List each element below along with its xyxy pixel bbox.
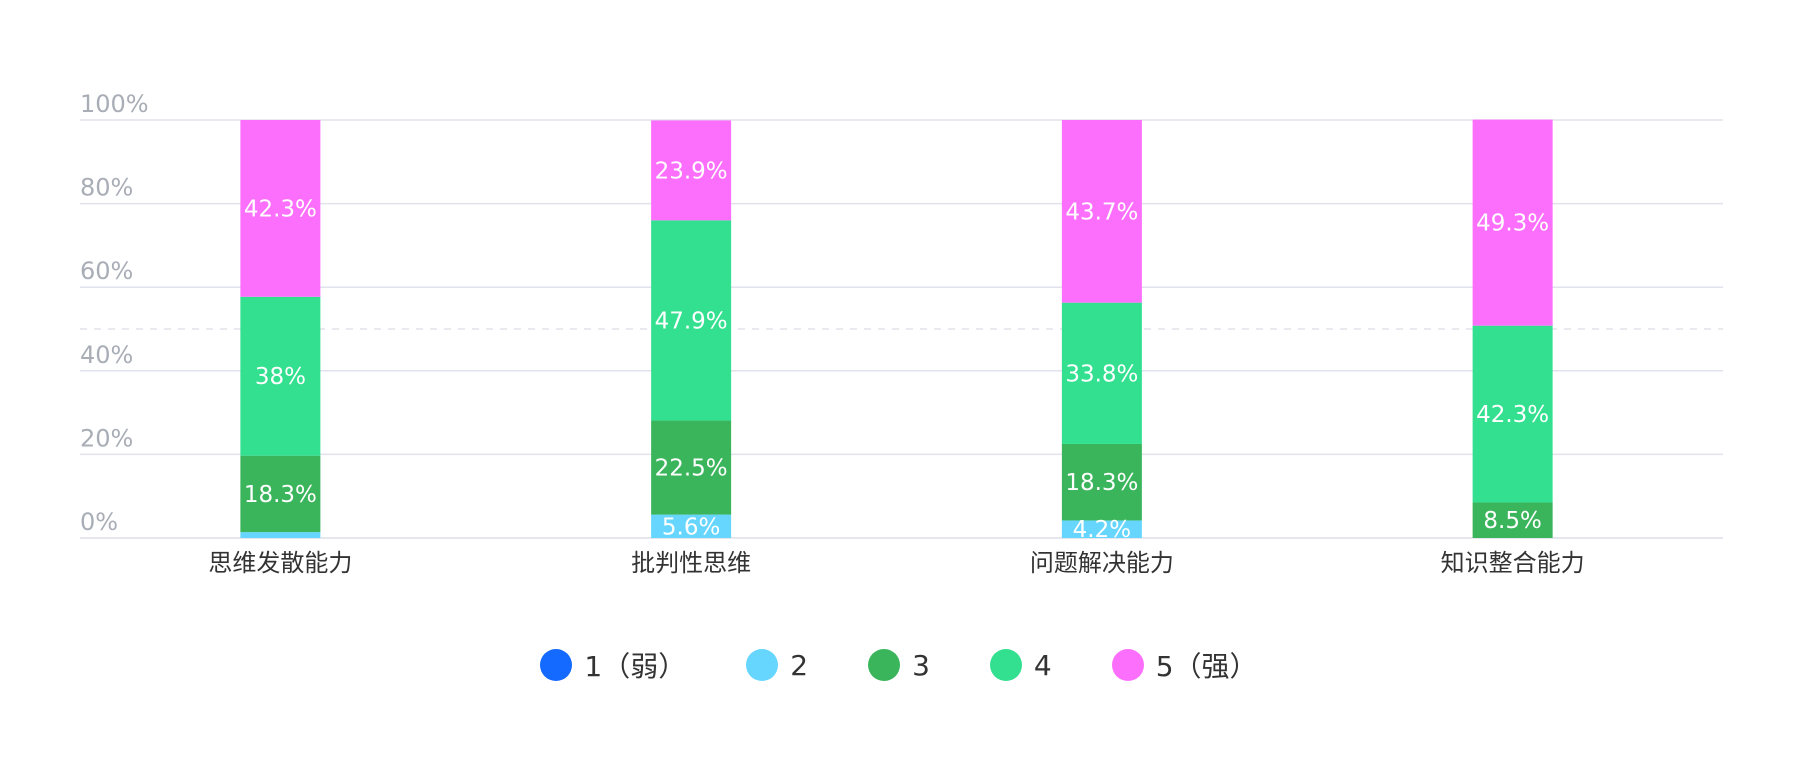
y-tick-label: 0%: [80, 508, 118, 536]
data-labels: 18.3% 38% 42.3% 5.6% 22.5% 47.9% 23.9% 4.2% 18.3…: [244, 158, 1549, 543]
bar-segment[interactable]: [651, 514, 732, 538]
bar-segment[interactable]: [240, 296, 321, 456]
legend-label: 5（强）: [1155, 650, 1258, 683]
data-label: 47.9%: [655, 308, 728, 334]
data-label: 42.3%: [244, 196, 317, 222]
legend-item[interactable]: 2: [746, 649, 808, 682]
legend-swatch: [746, 649, 779, 681]
y-axis-ticks: 0% 20% 40% 60% 80% 100%: [80, 90, 149, 536]
legend-label: 2: [790, 648, 809, 682]
x-category-label: 思维发散能力: [208, 549, 352, 577]
y-tick-label: 60%: [80, 257, 133, 285]
data-label: 49.3%: [1476, 211, 1549, 237]
y-tick-label: 20%: [80, 424, 133, 452]
legend-item[interactable]: 1（弱）: [540, 645, 686, 685]
legend-swatch: [1111, 649, 1144, 681]
data-label: 43.7%: [1065, 199, 1138, 225]
bar-segment[interactable]: [1061, 443, 1142, 521]
bars: [240, 119, 1553, 538]
x-category-label: 问题解决能力: [1030, 549, 1174, 577]
grid-lines: [80, 119, 1723, 539]
legend-item[interactable]: 4: [989, 648, 1052, 682]
x-axis-categories: 思维发散能力 批判性思维 问题解决能力 知识整合能力: [208, 549, 1584, 577]
y-tick-label: 80%: [80, 174, 133, 202]
legend-swatch: [540, 649, 573, 681]
legend-label: 1（弱）: [584, 650, 687, 683]
bar-segment[interactable]: [1472, 502, 1553, 538]
bar-segment[interactable]: [1061, 120, 1142, 303]
chart-legend: 1（弱） 2 3 4 5（强）: [0, 645, 1798, 685]
legend-label: 3: [912, 648, 930, 682]
data-label: 33.8%: [1065, 361, 1138, 387]
data-label: 8.5%: [1483, 508, 1541, 534]
legend-swatch: [989, 649, 1022, 681]
data-label: 38%: [255, 364, 306, 390]
data-label: 5.6%: [662, 514, 720, 540]
legend-item[interactable]: 3: [868, 649, 930, 682]
bar-segment[interactable]: [1061, 302, 1142, 444]
bar-segment[interactable]: [240, 120, 321, 297]
x-category-label: 批判性思维: [631, 549, 751, 577]
data-label: 42.3%: [1476, 402, 1549, 428]
bar-segment[interactable]: [651, 120, 732, 221]
x-category-label: 知识整合能力: [1441, 549, 1585, 577]
y-tick-label: 100%: [80, 90, 149, 118]
data-label: 23.9%: [655, 158, 728, 184]
bar-segment[interactable]: [651, 220, 732, 421]
data-label: 4.2%: [1073, 517, 1131, 543]
bar-segment[interactable]: [1472, 325, 1553, 503]
bar-segment[interactable]: [1061, 520, 1142, 538]
y-tick-label: 40%: [80, 341, 133, 369]
data-label: 18.3%: [244, 482, 317, 508]
data-label: 18.3%: [1065, 470, 1138, 496]
bar-segment[interactable]: [240, 455, 321, 533]
data-label: 22.5%: [655, 456, 728, 482]
legend-label: 4: [1033, 648, 1052, 682]
bar-segment[interactable]: [651, 420, 732, 515]
bar-segment[interactable]: [1472, 119, 1553, 326]
legend-swatch: [868, 649, 901, 681]
legend-item[interactable]: 5（强）: [1111, 645, 1258, 685]
bar-segment[interactable]: [240, 532, 321, 538]
